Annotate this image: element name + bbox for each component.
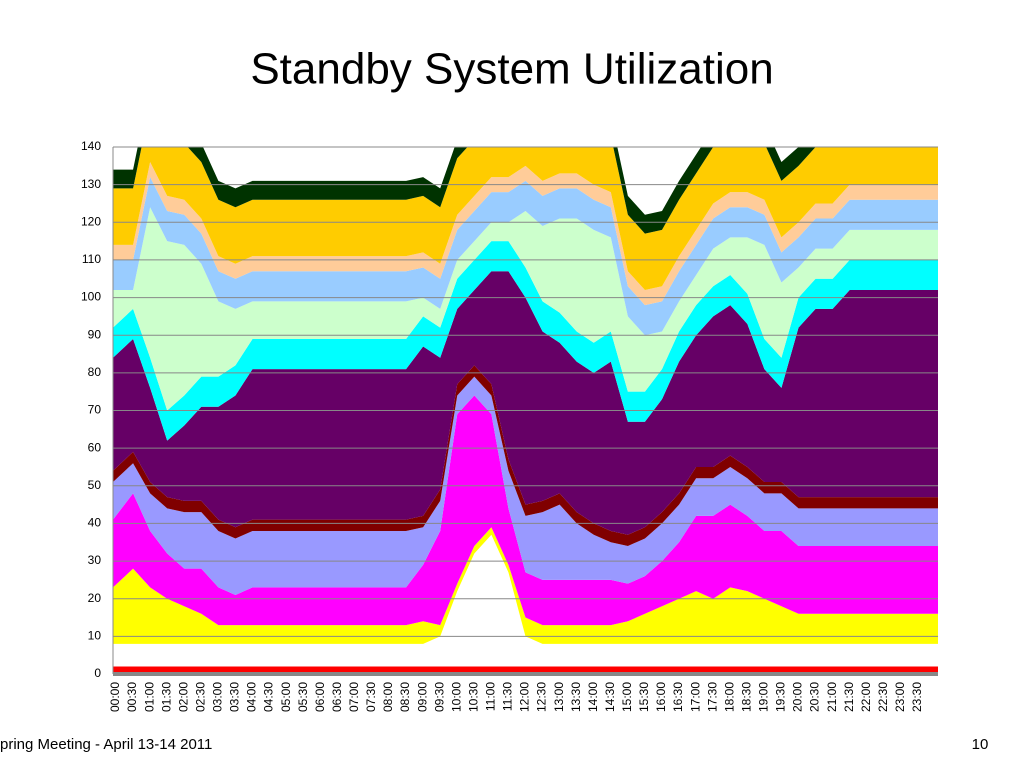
y-tick-label: 100 <box>81 290 101 304</box>
x-tick-label: 10:30 <box>466 682 480 712</box>
x-tick-label: 14:00 <box>586 682 600 712</box>
x-tick-label: 18:30 <box>739 682 753 712</box>
x-tick-label: 08:00 <box>381 682 395 712</box>
x-tick-label: 23:00 <box>893 682 907 712</box>
x-tick-label: 15:30 <box>637 682 651 712</box>
x-tick-label: 19:30 <box>774 682 788 712</box>
x-tick-label: 10:00 <box>449 682 463 712</box>
x-tick-label: 05:00 <box>279 682 293 712</box>
x-tick-label: 13:30 <box>569 682 583 712</box>
y-tick-label: 30 <box>88 553 102 567</box>
x-tick-label: 18:00 <box>722 682 736 712</box>
y-tick-label: 0 <box>94 666 101 680</box>
x-tick-label: 06:00 <box>313 682 327 712</box>
x-tick-label: 21:30 <box>842 682 856 712</box>
x-tick-label: 23:30 <box>910 682 924 712</box>
x-tick-label: 03:00 <box>211 682 225 712</box>
x-tick-label: 21:00 <box>825 682 839 712</box>
area-series <box>113 271 938 535</box>
area-series <box>113 534 938 667</box>
x-tick-label: 16:00 <box>654 682 668 712</box>
y-tick-label: 10 <box>88 629 102 643</box>
area-series <box>113 376 938 595</box>
x-tick-label: 07:30 <box>364 682 378 712</box>
x-tick-label: 03:30 <box>228 682 242 712</box>
x-tick-label: 04:00 <box>245 682 259 712</box>
area-series <box>113 147 833 234</box>
area-series <box>113 147 938 291</box>
x-tick-label: 04:30 <box>262 682 276 712</box>
x-tick-label: 14:30 <box>603 682 617 712</box>
plot-area <box>113 147 938 674</box>
x-tick-label: 11:00 <box>484 682 498 711</box>
y-tick-label: 120 <box>81 214 101 228</box>
area-series <box>113 241 938 441</box>
x-tick-label: 16:30 <box>671 682 685 712</box>
y-tick-label: 50 <box>88 478 102 492</box>
x-tick-label: 00:30 <box>125 682 139 712</box>
y-tick-label: 40 <box>88 516 102 530</box>
chart-title: Standby System Utilization <box>250 45 773 94</box>
x-tick-label: 01:00 <box>142 682 156 712</box>
x-tick-label: 19:00 <box>757 682 771 712</box>
x-tick-label: 17:30 <box>705 682 719 712</box>
page-number: 10 <box>972 736 989 753</box>
x-tick-label: 12:30 <box>535 682 549 712</box>
x-tick-label: 17:00 <box>688 682 702 712</box>
area-series <box>113 207 938 411</box>
area-series <box>113 527 938 644</box>
x-tick-label: 22:30 <box>876 682 890 712</box>
y-tick-label: 110 <box>82 252 101 266</box>
y-tick-label: 90 <box>88 327 102 341</box>
area-series <box>113 177 938 336</box>
footer: pring Meeting - April 13-14 2011 <box>0 736 212 753</box>
x-tick-label: 20:30 <box>808 682 822 712</box>
y-tick-label: 130 <box>81 177 101 191</box>
area-series <box>113 395 938 626</box>
x-tick-label: 01:30 <box>159 682 173 712</box>
area-series <box>113 162 938 306</box>
x-tick-label: 02:00 <box>176 682 190 712</box>
x-tick-label: 09:00 <box>415 682 429 712</box>
x-tick-label: 11:30 <box>501 682 515 711</box>
x-tick-label: 00:00 <box>108 682 122 712</box>
x-tick-label: 15:00 <box>620 682 634 712</box>
x-tick-label: 06:30 <box>330 682 344 712</box>
x-tick-label: 09:30 <box>432 682 446 712</box>
y-tick-label: 20 <box>88 591 102 605</box>
x-tick-label: 02:30 <box>193 682 207 712</box>
area-series <box>113 365 938 547</box>
y-tick-label: 140 <box>81 139 101 153</box>
x-tick-label: 05:30 <box>296 682 310 712</box>
x-tick-label: 07:00 <box>347 682 361 712</box>
y-tick-label: 60 <box>88 440 102 454</box>
x-tick-label: 08:30 <box>398 682 412 712</box>
x-tick-label: 13:00 <box>552 682 566 712</box>
y-tick-label: 80 <box>88 365 102 379</box>
x-tick-label: 20:00 <box>791 682 805 712</box>
x-tick-label: 22:00 <box>859 682 873 712</box>
y-tick-label: 70 <box>88 403 102 417</box>
x-tick-label: 12:00 <box>518 682 532 712</box>
